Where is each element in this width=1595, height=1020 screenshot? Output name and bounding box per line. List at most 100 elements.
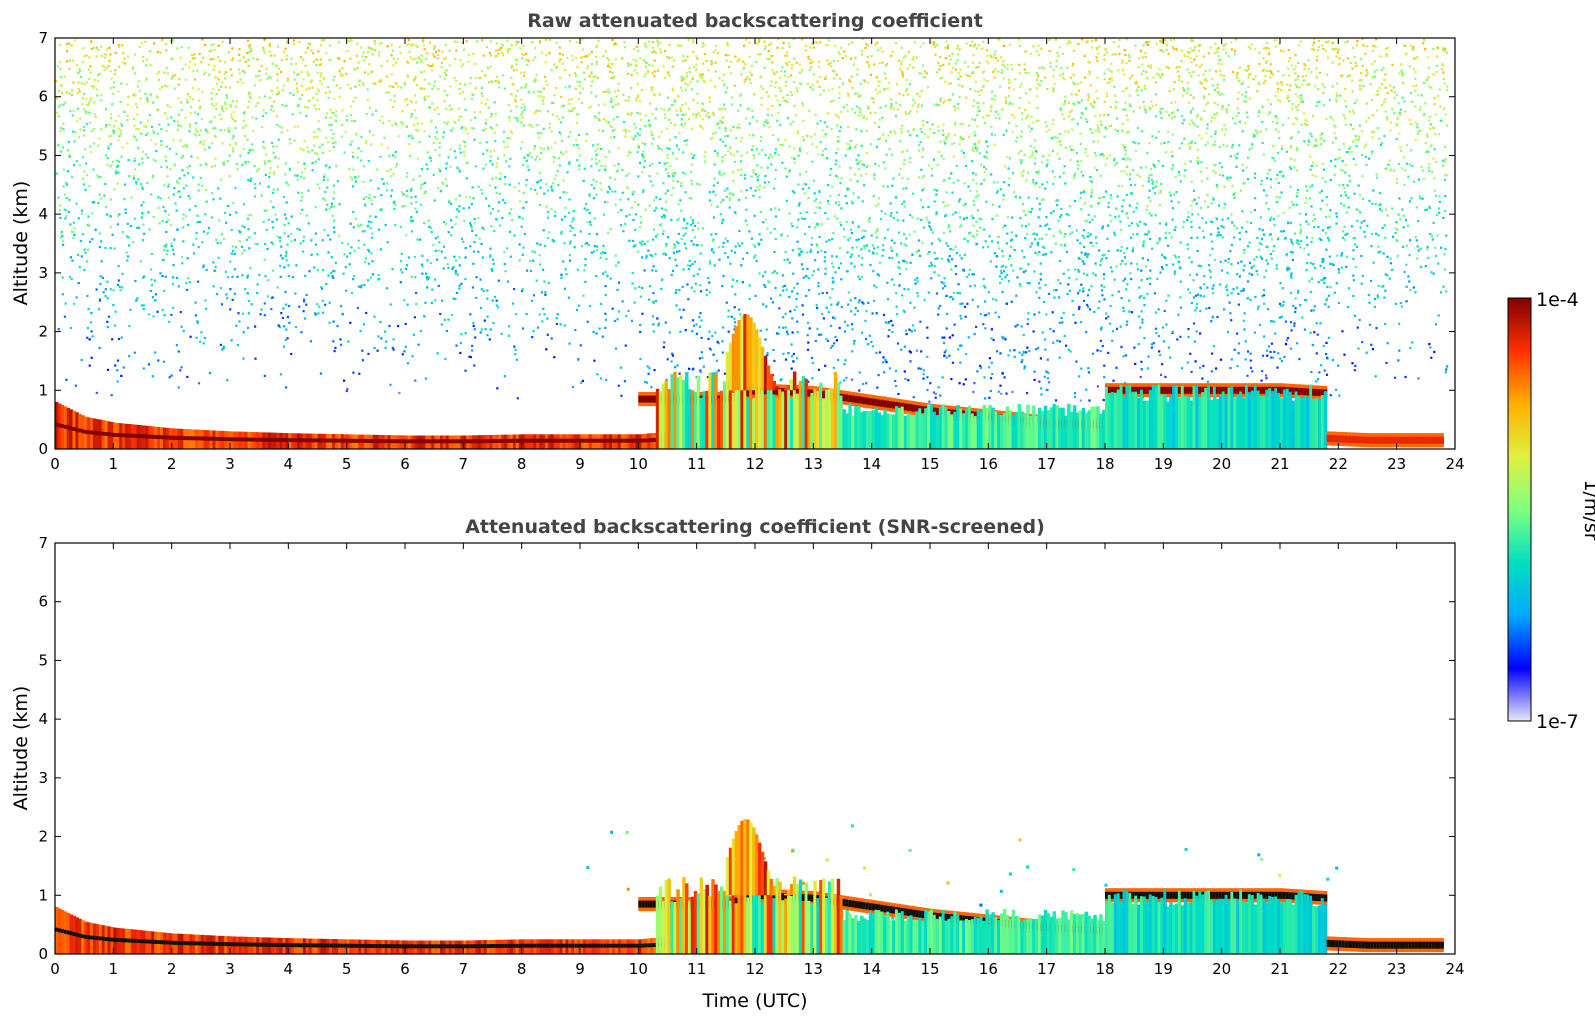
noise-pixel xyxy=(584,258,587,261)
noise-pixel xyxy=(572,107,575,110)
noise-pixel xyxy=(484,74,487,77)
noise-pixel xyxy=(699,73,702,76)
noise-pixel xyxy=(1325,373,1329,376)
noise-pixel xyxy=(1354,243,1357,246)
noise-pixel xyxy=(1316,49,1319,52)
noise-pixel xyxy=(1376,89,1379,92)
noise-pixel xyxy=(742,44,746,47)
noise-pixel xyxy=(313,266,316,269)
noise-pixel xyxy=(101,64,104,67)
noise-pixel xyxy=(87,307,90,311)
noise-pixel xyxy=(628,239,631,242)
noise-pixel xyxy=(1268,69,1271,72)
noise-pixel xyxy=(443,57,446,60)
noise-pixel xyxy=(1206,194,1209,197)
noise-pixel xyxy=(542,268,545,271)
noise-pixel xyxy=(689,216,692,219)
noise-pixel xyxy=(578,304,581,307)
noise-pixel xyxy=(362,323,365,326)
noise-pixel xyxy=(953,323,956,326)
noise-pixel xyxy=(978,102,981,105)
noise-pixel xyxy=(901,294,904,297)
noise-pixel xyxy=(695,332,698,335)
noise-pixel xyxy=(1148,174,1151,177)
noise-pixel xyxy=(984,327,987,330)
noise-pixel xyxy=(1228,301,1231,304)
noise-pixel xyxy=(352,168,355,171)
noise-pixel xyxy=(1335,212,1338,215)
noise-pixel xyxy=(374,43,377,46)
noise-pixel xyxy=(1050,137,1053,140)
noise-pixel xyxy=(422,44,425,47)
noise-pixel xyxy=(453,120,456,123)
noise-pixel xyxy=(1007,184,1010,187)
noise-pixel xyxy=(1446,89,1449,92)
noise-pixel xyxy=(854,56,857,59)
noise-pixel xyxy=(684,173,687,176)
noise-pixel xyxy=(1295,195,1298,198)
noise-pixel xyxy=(882,133,885,136)
noise-pixel xyxy=(797,154,800,157)
noise-pixel xyxy=(965,73,968,76)
noise-pixel xyxy=(1150,214,1153,217)
noise-pixel xyxy=(874,163,877,166)
noise-pixel xyxy=(1269,168,1272,171)
noise-pixel xyxy=(1181,115,1184,118)
noise-pixel xyxy=(611,105,614,108)
noise-pixel xyxy=(960,257,963,260)
noise-pixel xyxy=(107,147,110,150)
noise-pixel xyxy=(1237,352,1240,355)
noise-pixel xyxy=(276,93,279,96)
noise-pixel xyxy=(568,160,571,164)
noise-pixel xyxy=(940,257,944,260)
noise-pixel xyxy=(653,75,656,78)
noise-pixel xyxy=(954,109,957,112)
noise-pixel xyxy=(683,139,686,142)
noise-pixel xyxy=(432,53,435,56)
noise-pixel xyxy=(1417,178,1421,181)
noise-pixel xyxy=(1257,115,1260,118)
noise-pixel xyxy=(676,145,679,148)
noise-pixel xyxy=(1106,224,1109,227)
noise-pixel xyxy=(289,92,292,95)
noise-pixel xyxy=(1065,213,1068,216)
noise-pixel xyxy=(734,293,737,296)
noise-pixel xyxy=(148,113,152,117)
noise-pixel xyxy=(295,62,298,65)
noise-pixel xyxy=(381,178,384,181)
noise-pixel xyxy=(336,180,339,183)
noise-pixel xyxy=(840,177,843,180)
noise-pixel xyxy=(599,256,602,259)
noise-pixel xyxy=(1141,257,1144,260)
noise-pixel xyxy=(651,41,654,44)
noise-pixel xyxy=(1271,120,1274,123)
noise-pixel xyxy=(256,242,259,246)
noise-pixel xyxy=(502,74,505,77)
noise-pixel xyxy=(353,68,356,71)
noise-pixel xyxy=(1248,148,1251,151)
noise-pixel xyxy=(147,313,151,316)
noise-pixel xyxy=(684,191,687,194)
noise-pixel xyxy=(332,146,335,149)
noise-pixel xyxy=(689,197,692,200)
noise-pixel xyxy=(647,249,650,252)
noise-pixel xyxy=(1129,158,1132,161)
noise-pixel xyxy=(392,338,395,341)
noise-pixel xyxy=(663,108,666,111)
noise-pixel xyxy=(1423,39,1426,42)
noise-pixel xyxy=(585,55,589,58)
noise-pixel xyxy=(645,62,648,65)
noise-pixel xyxy=(1446,85,1449,88)
noise-pixel xyxy=(1107,205,1110,209)
noise-pixel xyxy=(569,131,572,134)
noise-pixel xyxy=(1351,79,1354,82)
noise-pixel xyxy=(1295,106,1298,109)
noise-pixel xyxy=(641,171,644,174)
noise-pixel xyxy=(1217,227,1220,230)
noise-pixel xyxy=(670,103,673,106)
noise-pixel xyxy=(1300,94,1303,97)
noise-pixel xyxy=(536,90,540,93)
noise-pixel xyxy=(181,255,184,259)
noise-pixel xyxy=(365,311,368,315)
noise-pixel xyxy=(1186,68,1189,71)
